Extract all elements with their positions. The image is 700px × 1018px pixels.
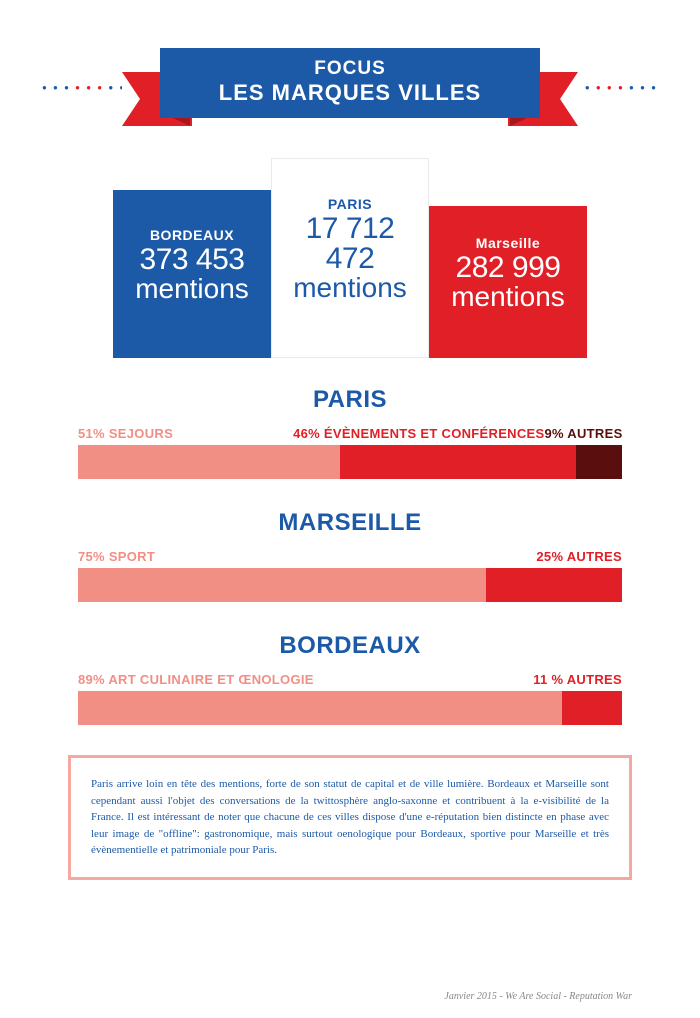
- chart-labels-row: 89% ART CULINAIRE ET ŒNOLOGIE 11 % AUTRES: [78, 672, 622, 687]
- breakdown-charts: PARIS 51% SEJOURS46% ÉVÈNEMENTS ET CONFÉR…: [0, 358, 700, 725]
- chart-segment-label: 75% SPORT: [78, 549, 155, 564]
- chart-segment-label: 89% ART CULINAIRE ET ŒNOLOGIE: [78, 672, 314, 687]
- podium-unit: mentions: [293, 274, 407, 302]
- stacked-bar: [78, 445, 622, 479]
- breakdown-chart: MARSEILLE 75% SPORT 25% AUTRES: [78, 509, 622, 602]
- breakdown-chart: BORDEAUX 89% ART CULINAIRE ET ŒNOLOGIE 11 …: [78, 632, 622, 725]
- bar-segment: [576, 445, 622, 479]
- credit-line: Janvier 2015 - We Are Social - Reputatio…: [444, 991, 632, 1002]
- footnote-box: Paris arrive loin en tête des mentions, …: [68, 755, 632, 880]
- chart-segment-label: 51% SEJOURS: [78, 426, 173, 441]
- title-line2: LES MARQUES VILLES: [188, 80, 512, 106]
- bar-segment: [340, 445, 576, 479]
- podium-count: 282 999: [456, 253, 561, 283]
- title-ribbon: FOCUS LES MARQUES VILLES: [160, 48, 540, 118]
- podium-unit: mentions: [135, 275, 249, 303]
- chart-labels-row: 75% SPORT 25% AUTRES: [78, 549, 622, 564]
- chart-title: MARSEILLE: [78, 509, 622, 537]
- header: ● ● ● ● ● ● ● ● ● ● ● ● ● ● ● ● ● ● FOCU…: [0, 28, 700, 148]
- chart-title: BORDEAUX: [78, 632, 622, 660]
- podium-city-label: PARIS: [328, 196, 372, 212]
- breakdown-chart: PARIS 51% SEJOURS46% ÉVÈNEMENTS ET CONFÉR…: [78, 386, 622, 479]
- bar-segment: [78, 691, 562, 725]
- chart-segment-label: 9% AUTRES: [544, 426, 622, 441]
- podium-unit: mentions: [451, 283, 565, 311]
- chart-segment-label: 46% ÉVÈNEMENTS ET CONFÉRENCES: [173, 426, 544, 441]
- chart-segment-label: 25% AUTRES: [536, 549, 622, 564]
- chart-segment-label: 11 % AUTRES: [533, 672, 622, 687]
- podium-city-label: Marseille: [476, 235, 540, 251]
- bar-segment: [78, 445, 340, 479]
- mentions-podium: BORDEAUX 373 453 mentions PARIS 17 712 4…: [0, 158, 700, 358]
- chart-title: PARIS: [78, 386, 622, 414]
- stacked-bar: [78, 691, 622, 725]
- chart-labels-row: 51% SEJOURS46% ÉVÈNEMENTS ET CONFÉRENCES…: [78, 426, 622, 441]
- podium-marseille: Marseille 282 999 mentions: [429, 206, 587, 358]
- podium-city-label: BORDEAUX: [150, 227, 234, 243]
- bar-segment: [486, 568, 622, 602]
- bar-segment: [78, 568, 486, 602]
- podium-bordeaux: BORDEAUX 373 453 mentions: [113, 190, 271, 358]
- podium-count: 17 712 472: [281, 214, 419, 274]
- podium-paris: PARIS 17 712 472 mentions: [271, 158, 429, 358]
- podium-count: 373 453: [140, 245, 245, 275]
- title-line1: FOCUS: [188, 58, 512, 80]
- bar-segment: [562, 691, 622, 725]
- stacked-bar: [78, 568, 622, 602]
